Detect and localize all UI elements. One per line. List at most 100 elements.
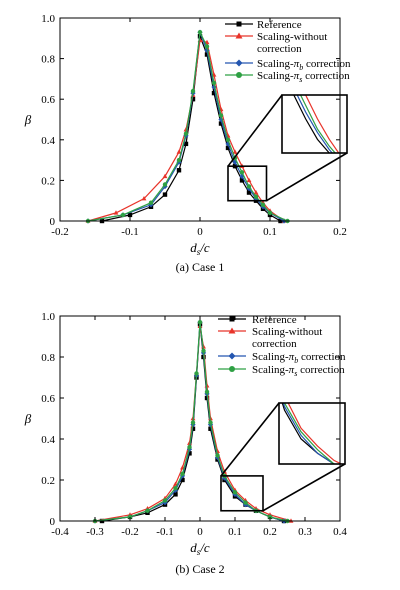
inset-line-pib bbox=[296, 95, 334, 153]
zoom-connector bbox=[266, 152, 348, 202]
x-tick-label: -0.3 bbox=[86, 526, 104, 538]
x-tick-label: -0.2 bbox=[51, 226, 68, 238]
data-point-pis bbox=[173, 486, 178, 491]
data-point-pis bbox=[190, 88, 196, 94]
caption-a: (a) Case 1 bbox=[176, 260, 225, 274]
data-point-pis bbox=[211, 80, 217, 86]
data-point-pis bbox=[218, 113, 224, 118]
x-tick-label: -0.1 bbox=[156, 526, 173, 538]
data-point-no_corr bbox=[162, 173, 168, 179]
data-point-pis bbox=[267, 514, 273, 520]
svg-text:Reference: Reference bbox=[252, 314, 297, 326]
series-line-pis bbox=[94, 322, 288, 522]
x-tick-label: 0.1 bbox=[263, 226, 277, 238]
data-point-reference bbox=[173, 492, 178, 497]
inset-line-reference bbox=[293, 95, 331, 153]
data-point-pis bbox=[120, 212, 126, 218]
data-point-reference bbox=[162, 192, 168, 197]
zoom-region-b bbox=[220, 402, 346, 512]
data-point-pis bbox=[127, 514, 133, 520]
zoom-connector bbox=[220, 402, 280, 477]
zoom-box bbox=[227, 165, 268, 202]
data-point-pis bbox=[204, 44, 210, 49]
data-point-pib bbox=[218, 116, 224, 123]
legend-item-pib-b: Scaling-πb correction bbox=[218, 351, 346, 365]
y-tick-label: 0.2 bbox=[41, 175, 55, 187]
inset-line-pib bbox=[282, 403, 336, 464]
inset-line-pis bbox=[283, 403, 336, 464]
data-point-pis bbox=[260, 202, 266, 207]
data-point-pis bbox=[180, 471, 185, 477]
data-point-pis bbox=[162, 182, 168, 187]
y-tick-label: 0 bbox=[50, 216, 56, 228]
data-point-pib bbox=[232, 159, 238, 165]
legend-b: Reference Scaling-without correction Sca… bbox=[218, 314, 346, 378]
x-tick-label: 0.3 bbox=[298, 526, 312, 538]
y-tick-label: 0.6 bbox=[41, 94, 55, 106]
data-point-pib bbox=[239, 173, 245, 179]
svg-text:Scaling-πb correction: Scaling-πb correction bbox=[252, 351, 346, 365]
data-point-pis bbox=[201, 348, 206, 354]
data-point-reference bbox=[190, 97, 196, 102]
zoom-connector bbox=[262, 463, 346, 512]
data-point-pis bbox=[204, 389, 210, 395]
x-tick-label: 0.2 bbox=[333, 226, 347, 238]
y-tick-label: 0 bbox=[50, 516, 56, 528]
data-point-pis bbox=[232, 490, 238, 495]
legend-item-reference-b: Reference bbox=[218, 314, 297, 326]
axis-ticks-b: -0.4 -0.3 -0.2 -0.1 0 0.1 0.2 0.3 0.4 0 0.2 0.4 0.6 0… bbox=[41, 311, 347, 538]
data-point-reference bbox=[187, 451, 192, 456]
data-point-no_corr bbox=[232, 149, 238, 154]
inset-line-no_corr bbox=[287, 403, 343, 464]
svg-text:correction: correction bbox=[252, 338, 297, 350]
y-tick-label: 0.2 bbox=[41, 475, 55, 487]
zoom-box bbox=[220, 475, 264, 512]
legend-item-pib-a: Scaling-πb correction bbox=[225, 58, 351, 72]
zoom-connector bbox=[227, 94, 283, 167]
data-point-no_corr bbox=[141, 196, 147, 201]
x-tick-label: -0.1 bbox=[121, 226, 138, 238]
data-point-pis bbox=[145, 508, 150, 513]
y-tick-label: 0.4 bbox=[41, 434, 55, 446]
x-tick-label: 0.2 bbox=[263, 526, 277, 538]
data-point-no_corr bbox=[113, 210, 119, 215]
legend-item-no-correction-a: Scaling-without correction bbox=[225, 31, 327, 55]
data-point-pis bbox=[246, 184, 252, 189]
data-point-pis bbox=[176, 157, 182, 163]
data-point-pis bbox=[194, 371, 199, 376]
data-point-reference bbox=[211, 90, 217, 96]
inset-frame bbox=[278, 402, 346, 465]
y-axis-label-a: β bbox=[24, 112, 32, 127]
data-point-reference bbox=[180, 477, 185, 483]
chart-panel-b: -0.4 -0.3 -0.2 -0.1 0 0.1 0.2 0.3 0.4 0 0.2 0.4 0.6 0… bbox=[24, 311, 348, 576]
data-point-pis bbox=[162, 498, 168, 503]
data-point-pis bbox=[208, 420, 213, 425]
svg-text:Scaling-without: Scaling-without bbox=[257, 31, 327, 43]
y-tick-label: 0.4 bbox=[41, 135, 55, 147]
legend-item-no-correction-b: Scaling-without correction bbox=[218, 326, 322, 350]
legend-item-reference-a: Reference bbox=[225, 19, 302, 31]
caption-b: (b) Case 2 bbox=[175, 562, 224, 576]
svg-text:Scaling-πs correction: Scaling-πs correction bbox=[252, 364, 345, 378]
y-axis-label-b: β bbox=[24, 411, 32, 426]
data-point-reference bbox=[176, 168, 182, 173]
data-point-pib bbox=[204, 47, 210, 54]
data-point-pis bbox=[187, 445, 192, 450]
x-axis-label-a: ds/c bbox=[190, 240, 210, 257]
axis-ticks-a: -0.2 -0.1 0 0.1 0.2 0 0.2 0.4 0.6 0.8 1.0 bbox=[41, 13, 347, 238]
data-point-reference bbox=[246, 190, 252, 195]
data-point-reference bbox=[204, 52, 210, 57]
data-point-pis bbox=[197, 319, 203, 325]
svg-text:correction: correction bbox=[257, 43, 302, 55]
y-tick-label: 0.8 bbox=[41, 352, 55, 364]
x-tick-label: -0.4 bbox=[51, 526, 69, 538]
x-tick-label: 0 bbox=[197, 526, 203, 538]
x-axis-label-b: ds/c bbox=[190, 540, 210, 557]
x-tick-label: -0.2 bbox=[121, 526, 138, 538]
data-point-reference bbox=[218, 121, 224, 126]
data-point-reference bbox=[183, 141, 189, 147]
svg-text:Scaling-without: Scaling-without bbox=[252, 326, 322, 338]
x-tick-label: 0 bbox=[197, 226, 203, 238]
data-point-no_corr bbox=[176, 149, 182, 154]
